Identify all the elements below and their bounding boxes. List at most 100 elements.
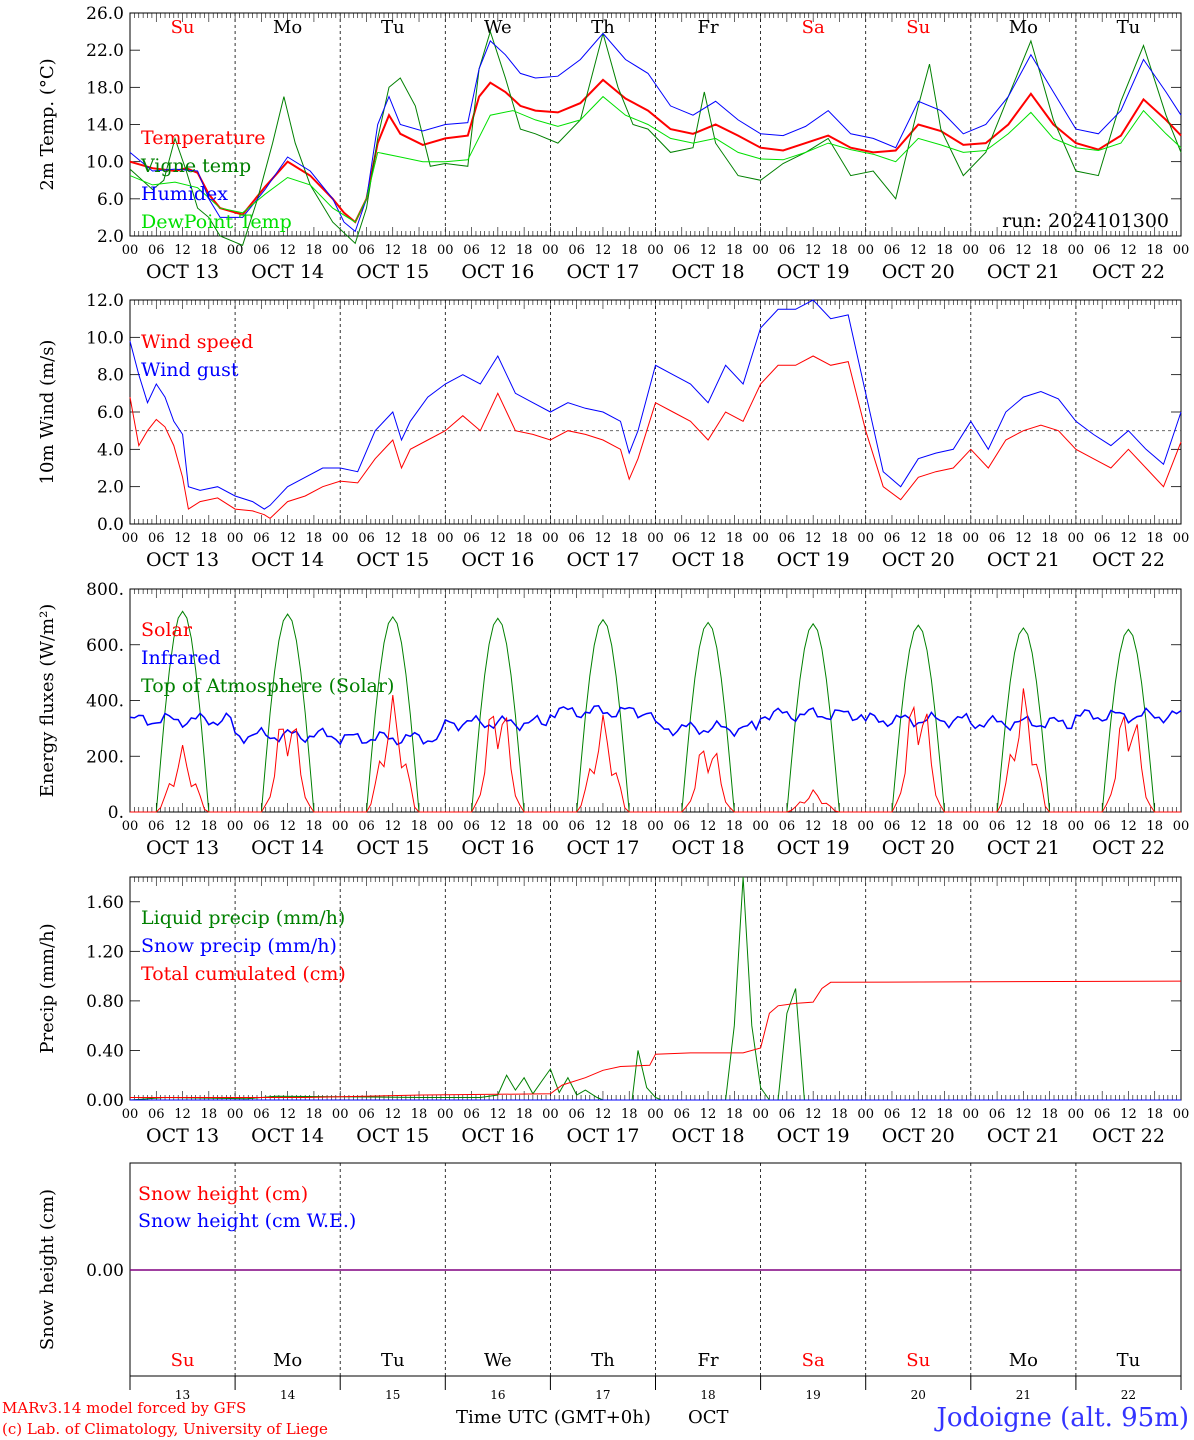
y-axis-2: 0.0 2.0 4.0 6.0 8.0 10.0 12.0 10m Wind (m/s) xyxy=(37,291,1181,535)
hour-tick-label: 12 xyxy=(1015,531,1032,546)
panel-frame xyxy=(129,299,1182,525)
hour-tick-label: 18 xyxy=(1041,1107,1058,1122)
legend-entry: Total cumulated (cm) xyxy=(141,963,346,985)
hour-tick-label: 18 xyxy=(411,1107,428,1122)
hour-tick-label: 18 xyxy=(936,1107,953,1122)
date-label: OCT 21 xyxy=(987,261,1060,283)
hour-tick-label: 00 xyxy=(1068,531,1085,546)
hour-tick-label: 06 xyxy=(148,531,165,546)
series-line-4-2 xyxy=(130,980,1182,1098)
date-label: OCT 13 xyxy=(146,1125,219,1147)
hour-tick-label: 00 xyxy=(332,531,349,546)
y-tick-label: 0. xyxy=(108,803,124,823)
hour-tick-label: 06 xyxy=(1094,1107,1111,1122)
hour-tick-label: 12 xyxy=(1015,243,1032,258)
hour-tick-label: 18 xyxy=(936,819,953,834)
date-label: OCT 22 xyxy=(1092,1125,1165,1147)
hour-tick-label: 18 xyxy=(621,819,638,834)
date-label: OCT 15 xyxy=(356,549,429,571)
hour-tick-label: 18 xyxy=(201,243,218,258)
day-number-label: 18 xyxy=(700,1388,715,1402)
date-label: OCT 17 xyxy=(566,549,639,571)
hour-tick-label: 12 xyxy=(279,819,296,834)
day-number-label: 22 xyxy=(1121,1388,1136,1402)
legend-entry: Wind speed xyxy=(141,331,253,353)
hour-tick-label: 12 xyxy=(700,243,717,258)
legend-entry: DewPoint Temp xyxy=(141,211,292,233)
hour-tick-label: 06 xyxy=(1094,531,1111,546)
hour-tick-label: 12 xyxy=(384,1107,401,1122)
day-name-label: Mo xyxy=(273,1350,302,1371)
hour-tick-label: 06 xyxy=(674,1107,691,1122)
legend-entry: Top of Atmosphere (Solar) xyxy=(141,675,394,697)
date-label: OCT 15 xyxy=(356,837,429,859)
hour-tick-label: 00 xyxy=(1068,819,1085,834)
hour-tick-label: 12 xyxy=(910,1107,927,1122)
y-tick-label: 10.0 xyxy=(86,328,124,348)
hour-tick-label: 18 xyxy=(936,531,953,546)
hour-tick-label: 00 xyxy=(122,531,139,546)
hour-tick-label: 06 xyxy=(358,1107,375,1122)
y-axis-5: 0.00 Snow height (cm) xyxy=(37,1189,1181,1350)
series-line-1-0 xyxy=(129,78,1182,224)
hour-tick-label: 18 xyxy=(831,531,848,546)
hour-tick-label: 18 xyxy=(621,531,638,546)
day-name-label: Tu xyxy=(1117,1350,1141,1371)
hour-tick-label: 00 xyxy=(1173,1107,1190,1122)
hour-tick-label: 00 xyxy=(437,243,454,258)
hour-tick-label: 00 xyxy=(542,243,559,258)
hour-tick-label: 18 xyxy=(306,1107,323,1122)
legend-entry: Snow height (cm W.E.) xyxy=(138,1210,356,1232)
hour-tick-label: 00 xyxy=(542,1107,559,1122)
hour-tick-label: 18 xyxy=(411,531,428,546)
y-tick-label: 2.0 xyxy=(97,478,124,498)
credit-line-2: (c) Lab. of Climatology, University of L… xyxy=(2,1420,328,1438)
hour-tick-label: 12 xyxy=(595,819,612,834)
hour-tick-label: 18 xyxy=(516,531,533,546)
series-line-3-2 xyxy=(130,688,1181,813)
hour-tick-label: 00 xyxy=(332,819,349,834)
hour-tick-label: 12 xyxy=(490,243,507,258)
hour-tick-label: 12 xyxy=(805,819,822,834)
hour-tick-label: 18 xyxy=(201,531,218,546)
hour-tick-label: 18 xyxy=(411,243,428,258)
date-label: OCT 21 xyxy=(987,837,1060,859)
y-tick-label: 14.0 xyxy=(86,116,124,136)
hour-tick-label: 06 xyxy=(884,243,901,258)
hour-tick-label: 00 xyxy=(752,819,769,834)
day-name-label: Sa xyxy=(802,17,825,38)
hour-tick-label: 00 xyxy=(963,819,980,834)
hour-tick-label: 18 xyxy=(1041,819,1058,834)
legend-entry: Temperature xyxy=(141,127,265,149)
y-tick-label: 0.00 xyxy=(86,1261,124,1281)
y-tick-label: 800. xyxy=(86,580,124,600)
day-name-label: Mo xyxy=(1009,1350,1038,1371)
day-name-label: Mo xyxy=(1009,17,1038,38)
date-label: OCT 18 xyxy=(672,1125,745,1147)
hour-tick-label: 12 xyxy=(490,1107,507,1122)
hour-tick-label: 00 xyxy=(752,531,769,546)
hour-tick-label: 00 xyxy=(1068,1107,1085,1122)
legend-entry: Humidex xyxy=(141,183,228,205)
date-label: OCT 20 xyxy=(882,261,955,283)
date-label: OCT 15 xyxy=(356,1125,429,1147)
hour-tick-label: 12 xyxy=(910,243,927,258)
day-name-label: Fr xyxy=(698,17,719,38)
date-label: OCT 22 xyxy=(1092,837,1165,859)
day-name-label: Th xyxy=(591,17,615,38)
panel-2: 00 06 12 18 OCT 13 00 06 12 18 OCT 14 00 06 12 18 OCT … xyxy=(122,299,1189,571)
y-tick-label: 0.40 xyxy=(86,1041,124,1061)
hour-tick-label: 18 xyxy=(516,243,533,258)
y-tick-label: 400. xyxy=(86,692,124,712)
y-tick-label: 6.0 xyxy=(97,190,124,210)
date-label: OCT 22 xyxy=(1092,261,1165,283)
hour-tick-label: 12 xyxy=(805,243,822,258)
day-name-label: Tu xyxy=(381,17,405,38)
legend-entry: Snow precip (mm/h) xyxy=(141,935,337,957)
date-label: OCT 19 xyxy=(777,549,850,571)
y-tick-label: 1.60 xyxy=(86,893,124,913)
day-number-label: 13 xyxy=(175,1388,190,1402)
meteogram-footer: MARv3.14 model forced by GFS (c) Lab. of… xyxy=(2,1399,1189,1438)
date-label: OCT 21 xyxy=(987,549,1060,571)
